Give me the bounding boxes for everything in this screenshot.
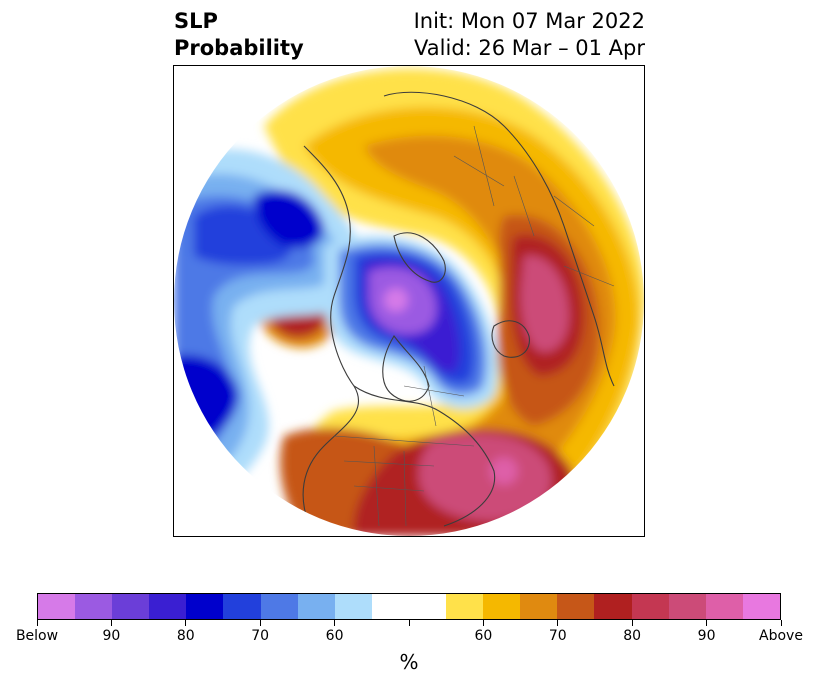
above-85-region-atlantic <box>418 434 552 521</box>
colorbar-segment <box>408 594 447 619</box>
political-borders <box>333 125 615 527</box>
colorbar-segment <box>557 594 595 619</box>
colorbar-segment <box>186 594 224 619</box>
colorbar-segment <box>668 594 706 619</box>
colorbar-segment <box>75 594 113 619</box>
colorbar-segment <box>112 594 150 619</box>
title-init-date: Init: Mon 07 Mar 2022 <box>413 9 645 33</box>
colorbar-tick-label: 70 <box>251 628 270 644</box>
colorbar-tick <box>334 620 336 626</box>
title-metric: Probability <box>174 36 304 60</box>
colorbar-segment <box>260 594 298 619</box>
colorbar-tick <box>36 620 38 626</box>
colorbar-segment <box>446 594 484 619</box>
colorbar-tick-label: Below <box>15 628 59 644</box>
colorbar-segment <box>631 594 669 619</box>
title-valid-range: Valid: 26 Mar – 01 Apr <box>414 36 645 60</box>
borders-eurasia <box>453 125 615 287</box>
colorbar-segment <box>371 594 409 619</box>
colorbar-tick-label: 80 <box>623 628 642 644</box>
colorbar-tick <box>557 620 559 626</box>
border-us-canada <box>333 435 475 447</box>
colorbar-tick-label: 80 <box>176 628 195 644</box>
colorbar-tick <box>110 620 112 626</box>
colorbar-tick <box>185 620 187 626</box>
colorbar-tick-label: 60 <box>474 628 493 644</box>
coastline-greenland <box>393 232 446 283</box>
colorbar-segment <box>297 594 335 619</box>
colorbar-tick <box>706 620 708 626</box>
above-85-region-europe <box>520 255 569 352</box>
coastline-eurasia <box>383 91 615 387</box>
colorbar-segment <box>38 594 76 619</box>
colorbar-segment <box>594 594 632 619</box>
above-90-core-atlantic <box>490 457 518 485</box>
map-panel <box>173 65 645 537</box>
colorbar-tick-label: 90 <box>102 628 121 644</box>
polar-map <box>174 66 644 536</box>
colorbar-tick-label: Above <box>759 628 803 644</box>
colorbar-segment <box>149 594 187 619</box>
colorbar-tick <box>259 620 261 626</box>
colorbar-segment <box>334 594 372 619</box>
borders-canada-provinces <box>403 365 465 427</box>
below-core-arctic <box>384 288 408 312</box>
borders-us-states <box>343 445 435 527</box>
colorbar-tick-label: 70 <box>548 628 567 644</box>
colorbar-segment <box>742 594 780 619</box>
coastline-north-america-west <box>302 145 360 536</box>
title-variable: SLP <box>174 9 218 33</box>
coastline-north-america-east <box>353 385 496 527</box>
coastline-canadian-archipelago <box>382 335 430 402</box>
colorbar-tick-label: 90 <box>697 628 716 644</box>
colorbar-segment <box>483 594 521 619</box>
below-80-core-aleutian <box>254 190 324 248</box>
colorbar <box>37 593 781 620</box>
colorbar-segment <box>223 594 261 619</box>
colorbar-segment <box>520 594 558 619</box>
probability-field <box>174 66 644 536</box>
colorbar-segment <box>705 594 743 619</box>
colorbar-tick-label: 60 <box>325 628 344 644</box>
coastline-scandinavia <box>491 320 530 358</box>
colorbar-tick <box>780 620 782 626</box>
map-title-left: SLP Probability <box>174 8 304 62</box>
colorbar-tick <box>408 620 410 626</box>
map-title-right: Init: Mon 07 Mar 2022 Valid: 26 Mar – 01… <box>414 8 645 62</box>
coastlines <box>302 91 615 536</box>
colorbar-unit-label: % <box>399 650 419 674</box>
colorbar-tick <box>631 620 633 626</box>
colorbar-tick <box>482 620 484 626</box>
